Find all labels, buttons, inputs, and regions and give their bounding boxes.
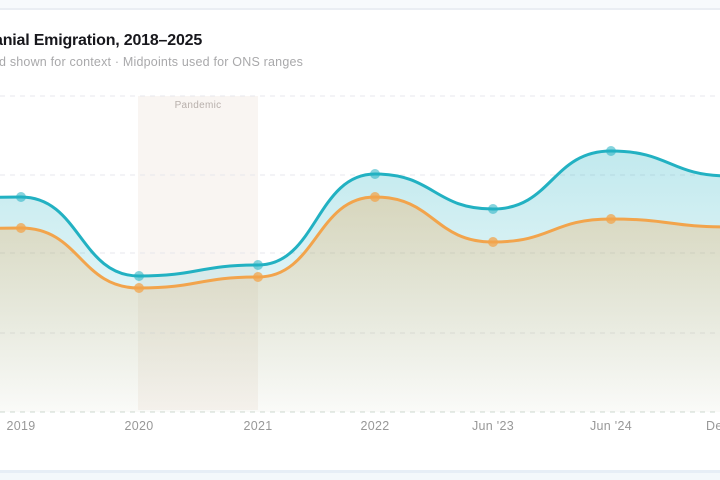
data-point-lower-orange[interactable] bbox=[253, 272, 263, 282]
data-point-lower-orange[interactable] bbox=[606, 214, 616, 224]
data-point-upper-teal[interactable] bbox=[488, 204, 498, 214]
series-line-upper-teal bbox=[0, 149, 720, 278]
x-tick-label: 2020 bbox=[124, 419, 153, 433]
series-area-lower-orange bbox=[0, 197, 720, 412]
pandemic-band-label: Pandemic bbox=[175, 100, 222, 111]
x-tick-label: De bbox=[706, 419, 720, 433]
series-line-lower-orange bbox=[0, 195, 720, 290]
bottom-bar bbox=[0, 470, 720, 480]
data-point-upper-teal[interactable] bbox=[606, 146, 616, 156]
data-point-lower-orange[interactable] bbox=[488, 237, 498, 247]
data-point-upper-teal[interactable] bbox=[370, 169, 380, 179]
data-point-lower-orange[interactable] bbox=[370, 192, 380, 202]
data-point-lower-orange[interactable] bbox=[134, 283, 144, 293]
x-tick-label: Jun '24 bbox=[590, 419, 632, 433]
x-tick-label: Jun '23 bbox=[472, 419, 514, 433]
data-point-upper-teal[interactable] bbox=[16, 192, 26, 202]
x-tick-label: 2022 bbox=[360, 419, 389, 433]
data-point-upper-teal[interactable] bbox=[134, 271, 144, 281]
x-tick-label: 2021 bbox=[243, 419, 272, 433]
x-tick-label: 2019 bbox=[6, 419, 35, 433]
data-point-lower-orange[interactable] bbox=[16, 223, 26, 233]
top-bar bbox=[0, 0, 720, 10]
data-point-upper-teal[interactable] bbox=[253, 260, 263, 270]
